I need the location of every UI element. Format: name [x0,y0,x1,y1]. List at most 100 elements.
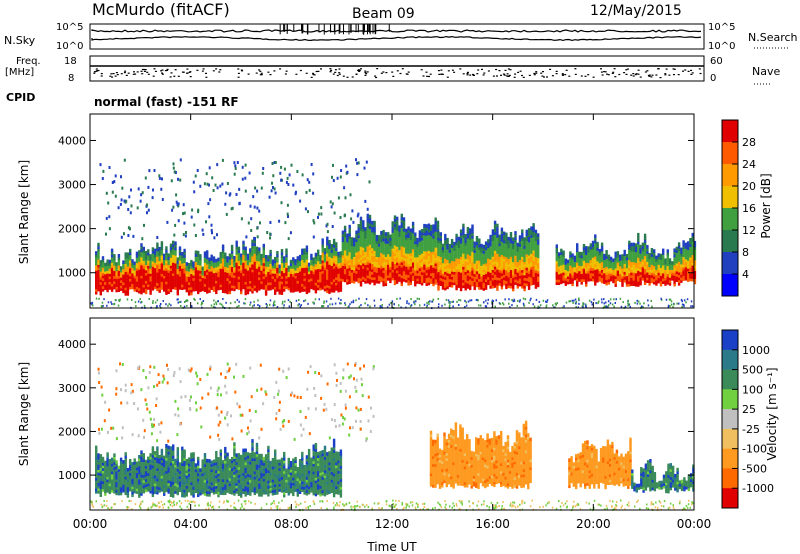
range-gate-cell [194,269,198,273]
range-gate-cell [587,251,590,256]
range-gate-cell [129,211,132,215]
range-gate-cell [514,268,517,272]
range-gate-cell [240,272,243,276]
nave-mark [496,75,498,77]
range-gate-cell [487,255,490,259]
range-gate-cell [124,263,127,267]
range-gate-cell [562,253,565,257]
nave-mark [358,70,361,72]
range-gate-cell [623,268,626,272]
range-gate-cell [255,288,259,293]
range-gate-cell [368,246,372,251]
range-gate-cell [224,276,227,280]
range-gate-cell [619,273,622,277]
nave-mark [338,68,341,70]
range-gate-cell [368,265,372,269]
range-gate-cell [196,169,199,172]
range-gate-cell [143,223,145,227]
range-gate-cell [466,258,470,263]
range-gate-cell [115,272,118,277]
nave-mark [366,71,369,73]
range-gate-cell [521,269,524,273]
range-gate-cell [637,259,640,263]
range-gate-cell [427,265,431,270]
range-gate-cell [576,282,579,287]
range-gate-cell [462,279,465,283]
range-gate-cell [271,264,275,269]
range-gate-cell [411,258,415,263]
range-gate-cell [317,215,319,219]
range-gate-cell [398,304,400,307]
nave-mark [100,73,103,75]
range-gate-cell [287,273,290,278]
range-gate-cell [276,251,279,255]
range-gate-cell [266,231,269,234]
range-gate-cell [527,273,531,277]
range-gate-cell [518,282,522,287]
range-gate-cell [487,265,490,270]
range-gate-cell [505,235,508,239]
range-gate-cell [303,280,306,284]
range-gate-cell [172,166,175,170]
range-gate-cell [475,262,479,266]
range-gate-cell [585,303,587,306]
range-gate-cell [402,257,406,261]
nave-mark [447,70,450,72]
range-gate-cell [414,282,417,287]
nave-mark [574,73,577,75]
range-gate-cell [160,187,163,191]
range-gate-cell [274,286,277,290]
range-gate-cell [303,248,306,252]
range-gate-cell [178,246,182,250]
range-gate-cell [307,275,311,280]
range-gate-cell [242,280,245,284]
range-gate-cell [432,229,435,234]
range-gate-cell [172,264,175,269]
range-gate-cell [407,274,410,278]
range-gate-cell [489,279,492,284]
range-gate-cell [321,249,324,253]
range-gate-cell [407,250,410,254]
range-gate-cell [484,244,488,248]
range-gate-cell [335,268,338,273]
range-gate-cell [534,279,538,284]
range-gate-cell [233,263,236,268]
range-gate-cell [357,255,360,260]
range-gate-cell [585,251,588,255]
range-gate-cell [149,283,152,287]
range-gate-cell [148,169,151,173]
range-gate-cell [373,281,376,286]
range-gate-cell [605,265,608,270]
range-gate-cell [156,299,159,302]
range-gate-cell [326,249,329,254]
range-gate-cell [355,264,358,269]
range-gate-cell [425,269,428,273]
range-gate-cell [319,284,322,288]
nave-mark [604,71,607,73]
range-gate-cell [398,236,401,240]
range-gate-cell [328,285,331,289]
range-gate-cell [301,253,304,258]
range-gate-cell [119,282,123,286]
range-gate-cell [97,277,100,281]
range-gate-cell [149,288,152,293]
range-gate-cell [419,304,421,307]
range-gate-cell [600,263,604,268]
range-gate-cell [217,265,220,270]
range-gate-cell [491,284,495,289]
range-gate-cell [491,232,495,236]
range-gate-cell [123,199,126,203]
range-gate-cell [534,237,538,242]
range-gate-cell [571,271,574,276]
range-gate-cell [670,303,673,306]
range-gate-cell [359,277,363,282]
range-gate-cell [630,269,633,273]
range-gate-cell [355,299,357,302]
range-gate-cell [448,275,451,280]
range-gate-cell [280,249,284,253]
range-gate-cell [366,237,369,242]
range-gate-cell [469,275,472,280]
range-gate-cell [133,269,136,273]
range-gate-cell [210,304,213,307]
range-gate-cell [478,254,481,258]
